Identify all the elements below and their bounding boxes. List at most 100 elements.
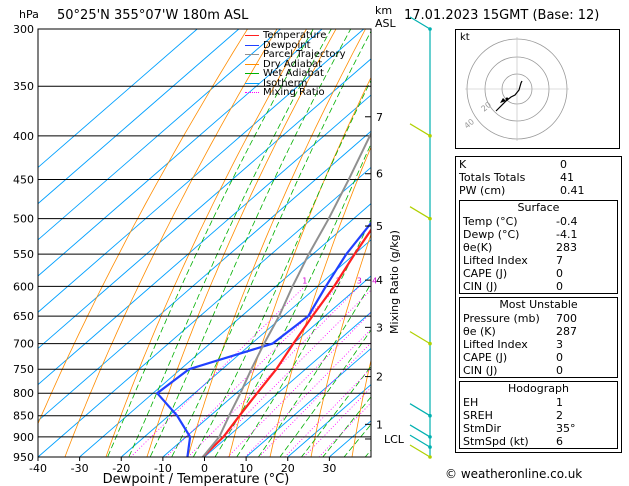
mixing-ratio-line: [203, 289, 371, 457]
asl-title: ASL: [375, 17, 396, 30]
chart-legend: Temperature Dewpoint Parcel Trajectory Dry …: [245, 31, 346, 98]
stats-key: Totals Totals: [459, 171, 526, 184]
legend-swatch: [245, 35, 259, 37]
stats-value: 0: [560, 158, 567, 171]
pressure-tick-label: 550: [13, 248, 34, 261]
stats-value: 0.41: [560, 184, 585, 197]
isotherm-line: [38, 29, 323, 277]
wind-barb-point: [428, 341, 432, 346]
stats-row: CIN (J) 0: [460, 280, 617, 293]
wet-adiabat: [107, 29, 314, 457]
dry-adiabat: [64, 29, 278, 457]
wet-adiabat: [322, 396, 371, 457]
stats-value: 0: [556, 351, 563, 364]
pressure-tick-label: 650: [13, 310, 34, 323]
most-unstable-title: Most Unstable: [499, 298, 578, 311]
stats-row: PW (cm) 0.41: [456, 184, 621, 197]
stats-key: SREH: [463, 409, 493, 422]
wind-barb-point: [428, 455, 432, 459]
pressure-tick-label: 800: [13, 387, 34, 400]
isotherm-line: [38, 166, 371, 457]
stats-value: 35°: [556, 422, 576, 435]
temperature-tick-label: 30: [322, 462, 336, 475]
mixing-ratio-label: 4: [372, 276, 377, 285]
wind-barb: [409, 206, 431, 220]
pressure-tick-label: 900: [13, 431, 34, 444]
temperature-tick-label: -20: [112, 462, 130, 475]
isotherm-line: [287, 384, 371, 457]
mixing-ratio-line: [130, 286, 306, 457]
temperature-tick-label: 20: [281, 462, 295, 475]
km-tick-label: 2: [376, 371, 383, 384]
stats-row: Temp (°C) -0.4: [460, 215, 617, 228]
hpa-axis-title: hPa: [19, 8, 39, 21]
pressure-tick-label: 600: [13, 280, 34, 293]
stats-row: θe (K) 287: [460, 325, 617, 338]
legend-item: Isotherm: [245, 78, 346, 89]
mixing-ratio-line: [227, 311, 371, 457]
wet-adiabat: [128, 29, 332, 457]
stats-row: StmDir 35°: [460, 422, 617, 435]
x-axis-title: Dewpoint / Temperature (°C): [103, 472, 290, 486]
dry-adiabat: [38, 29, 248, 425]
pressure-tick-label: 850: [13, 410, 34, 423]
km-tick-label: 7: [376, 111, 383, 124]
isotherm-line: [38, 94, 371, 386]
mixing-ratio-axis-title: Mixing Ratio (g/kg): [388, 230, 401, 334]
stats-key: Lifted Index: [463, 338, 528, 351]
legend-item: Dry Adiabat: [245, 59, 346, 70]
isotherm-line: [245, 347, 371, 457]
stats-value: 1: [556, 396, 563, 409]
pressure-tick-label: 400: [13, 130, 34, 143]
series-dewpoint: [155, 221, 371, 457]
wet-adiabat: [192, 79, 371, 457]
stats-value: 287: [556, 325, 577, 338]
stats-key: CIN (J): [463, 364, 498, 377]
temperature-tick-label: 10: [239, 462, 253, 475]
stats-value: -0.4: [556, 215, 578, 228]
km-tick-label: 1: [376, 418, 383, 431]
legend-item: Parcel Trajectory: [245, 50, 346, 60]
stats-key: CAPE (J): [463, 351, 508, 364]
mixing-ratio-label: 1: [302, 276, 307, 285]
stats-value: 3: [556, 338, 563, 351]
pressure-tick-label: 700: [13, 338, 34, 351]
mixing-ratio-line: [303, 386, 371, 457]
mixing-ratio-line: [284, 367, 371, 457]
wind-barb-point: [428, 413, 432, 418]
legend-swatch: [245, 73, 259, 75]
footer-copyright: © weatheronline.co.uk: [445, 467, 583, 481]
stats-value: 7: [556, 254, 563, 267]
stats-row: Lifted Index 3: [460, 338, 617, 351]
location-title: 50°25'N 355°07'W 180m ASL: [57, 8, 249, 23]
wind-barb: [409, 444, 431, 458]
legend-label: Parcel Trajectory: [263, 49, 346, 60]
stats-key: CAPE (J): [463, 267, 508, 280]
isotherm-line: [79, 203, 371, 457]
legend-item: Temperature: [245, 31, 346, 41]
isotherm-line: [38, 29, 198, 169]
stats-value: 0: [556, 267, 563, 280]
km-tick-label: 3: [376, 321, 383, 334]
stats-value: 283: [556, 241, 577, 254]
stats-key: StmSpd (kt): [463, 435, 529, 448]
stats-key: θe(K): [463, 241, 493, 254]
stats-key: CIN (J): [463, 280, 498, 293]
wet-adiabat: [300, 365, 371, 457]
legend-swatch: [245, 44, 259, 46]
stats-key: Lifted Index: [463, 254, 528, 267]
wind-barb-point: [428, 216, 432, 221]
stats-key: StmDir: [463, 422, 502, 435]
pressure-tick-label: 350: [13, 80, 34, 93]
stats-key: PW (cm): [459, 184, 506, 197]
pressure-tick-label: 450: [13, 174, 34, 187]
wind-barb: [409, 424, 431, 438]
stats-value: 2: [556, 409, 563, 422]
wet-adiabat: [257, 282, 371, 457]
wet-adiabat: [171, 30, 371, 457]
stats-row: CAPE (J) 0: [460, 351, 617, 364]
stats-row: StmSpd (kt) 6: [460, 435, 617, 448]
legend-swatch: [245, 92, 259, 94]
isotherm-line: [38, 29, 281, 241]
